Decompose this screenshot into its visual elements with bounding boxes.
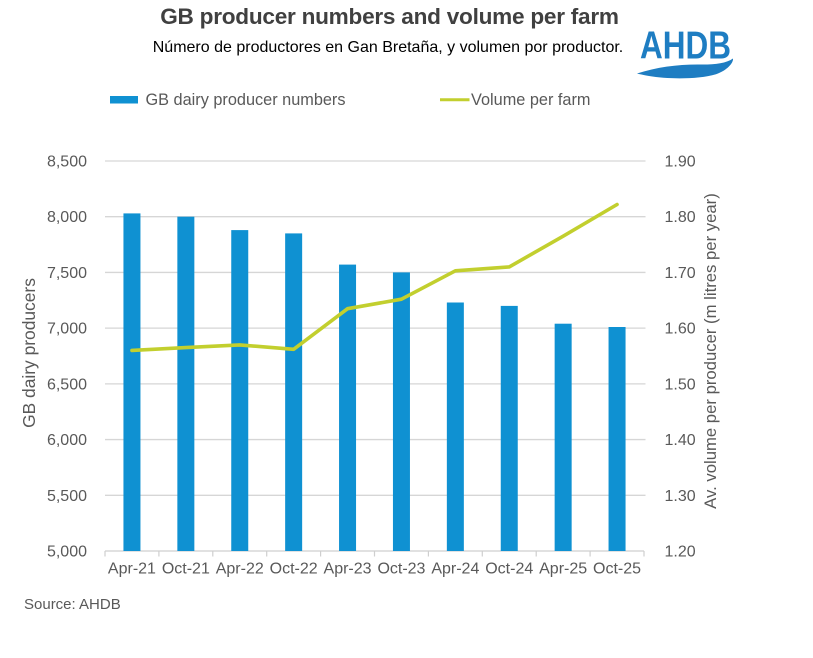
svg-text:1.20: 1.20	[665, 544, 696, 561]
svg-text:Source: AHDB: Source: AHDB	[24, 596, 121, 613]
svg-text:Oct-23: Oct-23	[377, 561, 425, 578]
svg-text:AHDB: AHDB	[640, 25, 731, 68]
svg-text:GB dairy producer numbers: GB dairy producer numbers	[146, 91, 346, 109]
svg-text:8,500: 8,500	[47, 154, 87, 171]
svg-text:Oct-25: Oct-25	[593, 561, 641, 578]
svg-text:Av. volume per producer (m lit: Av. volume per producer (m litres per ye…	[701, 193, 720, 509]
svg-text:5,000: 5,000	[47, 544, 87, 561]
svg-text:6,500: 6,500	[47, 376, 87, 393]
svg-text:GB producer numbers and volume: GB producer numbers and volume per farm	[160, 4, 619, 29]
svg-text:GB dairy producers: GB dairy producers	[19, 278, 39, 428]
svg-text:1.70: 1.70	[665, 265, 696, 282]
svg-text:Volume per farm: Volume per farm	[471, 91, 590, 109]
svg-text:1.40: 1.40	[665, 432, 696, 449]
svg-text:Apr-25: Apr-25	[539, 561, 587, 578]
svg-text:5,500: 5,500	[47, 488, 87, 505]
svg-text:1.90: 1.90	[665, 154, 696, 171]
svg-text:Apr-23: Apr-23	[324, 561, 372, 578]
svg-text:8,000: 8,000	[47, 209, 87, 226]
svg-text:Apr-21: Apr-21	[108, 561, 156, 578]
svg-text:Oct-21: Oct-21	[162, 561, 210, 578]
svg-text:7,500: 7,500	[47, 265, 87, 282]
svg-text:Apr-24: Apr-24	[431, 561, 479, 578]
svg-text:1.80: 1.80	[665, 209, 696, 226]
svg-text:Oct-22: Oct-22	[270, 561, 318, 578]
svg-text:Número de productores en Gan B: Número de productores en Gan Bretaña, y …	[153, 39, 623, 56]
svg-text:1.30: 1.30	[665, 488, 696, 505]
svg-text:Apr-22: Apr-22	[216, 561, 264, 578]
svg-text:7,000: 7,000	[47, 321, 87, 338]
svg-text:6,000: 6,000	[47, 432, 87, 449]
svg-text:1.60: 1.60	[665, 321, 696, 338]
svg-text:1.50: 1.50	[665, 376, 696, 393]
svg-text:Oct-24: Oct-24	[485, 561, 533, 578]
